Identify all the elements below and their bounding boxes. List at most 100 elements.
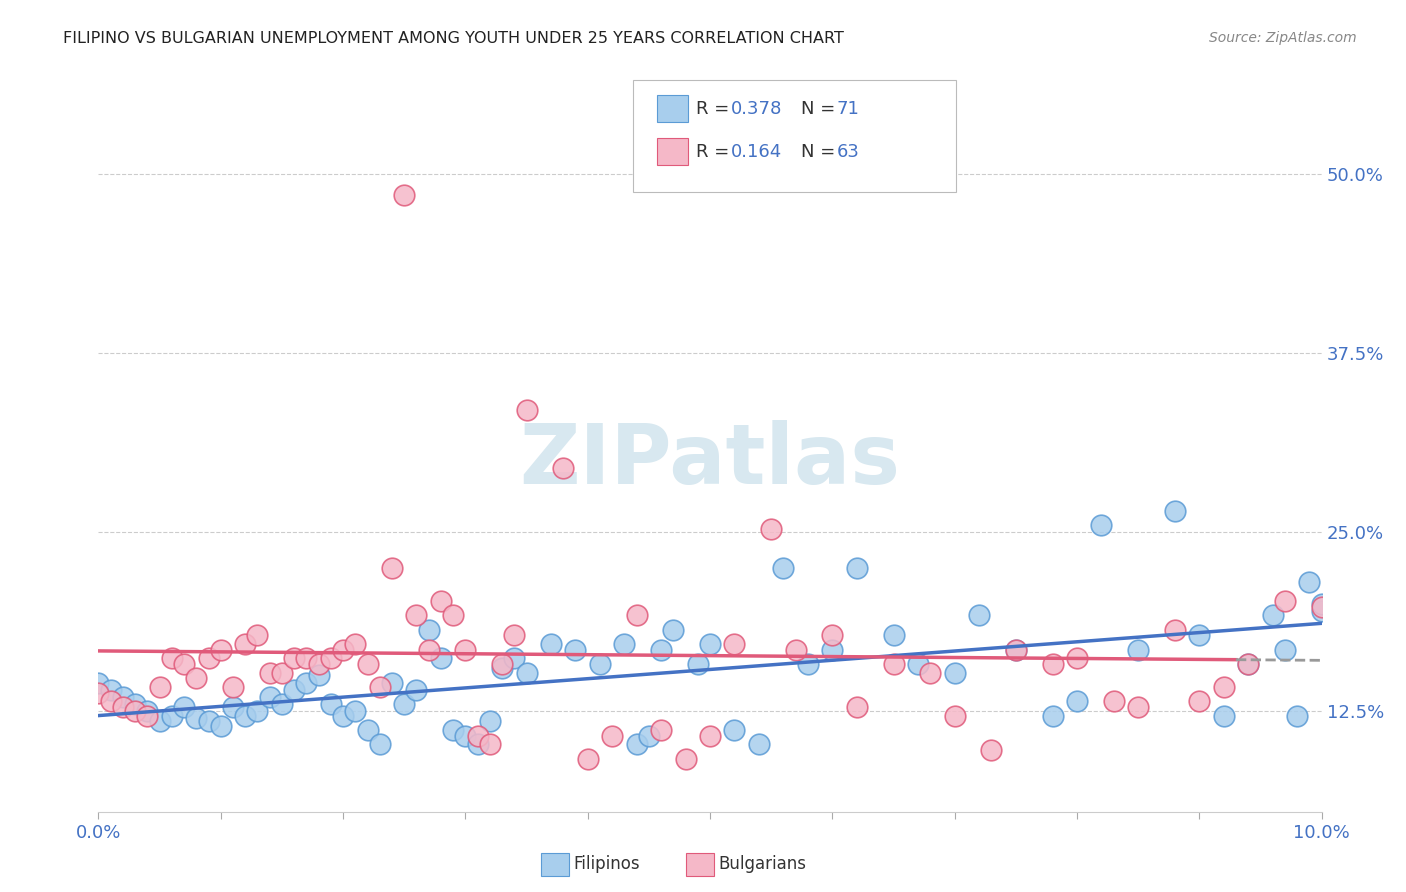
Point — [344, 637, 367, 651]
Point — [441, 723, 464, 737]
Point — [723, 637, 745, 651]
Point — [626, 737, 648, 751]
Text: 63: 63 — [837, 143, 859, 161]
Point — [405, 682, 427, 697]
Point — [491, 657, 513, 671]
Point — [503, 651, 526, 665]
Point — [111, 700, 134, 714]
Point — [516, 403, 538, 417]
Point — [723, 723, 745, 737]
Text: R =: R = — [696, 100, 735, 118]
Point — [883, 628, 905, 642]
Point — [1237, 657, 1260, 671]
Point — [186, 711, 208, 725]
Point — [295, 651, 318, 665]
Point — [613, 637, 636, 651]
Point — [1042, 657, 1064, 671]
Point — [785, 642, 807, 657]
Point — [454, 729, 477, 743]
Point — [246, 628, 269, 642]
Point — [491, 661, 513, 675]
Point — [283, 682, 305, 697]
Point — [1298, 575, 1320, 590]
Point — [441, 608, 464, 623]
Text: ZIPatlas: ZIPatlas — [520, 420, 900, 501]
Text: R =: R = — [696, 143, 735, 161]
Point — [197, 651, 219, 665]
Point — [686, 657, 709, 671]
Point — [173, 700, 195, 714]
Point — [1286, 708, 1309, 723]
Point — [454, 642, 477, 657]
Point — [233, 637, 256, 651]
Point — [356, 723, 378, 737]
Point — [600, 729, 623, 743]
Point — [1004, 642, 1026, 657]
Text: Filipinos: Filipinos — [574, 855, 640, 873]
Point — [259, 665, 281, 680]
Point — [270, 697, 292, 711]
Point — [209, 719, 232, 733]
Point — [626, 608, 648, 623]
Point — [943, 708, 966, 723]
Point — [1274, 642, 1296, 657]
Point — [650, 642, 672, 657]
Point — [392, 697, 416, 711]
Point — [100, 694, 122, 708]
Point — [308, 668, 330, 682]
Point — [381, 675, 404, 690]
Point — [197, 714, 219, 729]
Point — [1102, 694, 1125, 708]
Point — [186, 671, 208, 685]
Point — [943, 665, 966, 680]
Point — [1212, 680, 1234, 694]
Point — [173, 657, 195, 671]
Point — [87, 675, 110, 690]
Point — [418, 642, 440, 657]
Point — [222, 680, 245, 694]
Point — [797, 657, 820, 671]
Point — [907, 657, 929, 671]
Point — [1128, 700, 1150, 714]
Point — [503, 628, 526, 642]
Point — [160, 708, 183, 723]
Point — [283, 651, 305, 665]
Point — [332, 708, 354, 723]
Point — [405, 608, 427, 623]
Point — [356, 657, 378, 671]
Point — [381, 561, 404, 575]
Point — [430, 594, 453, 608]
Point — [319, 697, 342, 711]
Point — [160, 651, 183, 665]
Y-axis label: Unemployment Among Youth under 25 years: Unemployment Among Youth under 25 years — [0, 265, 7, 627]
Point — [1310, 599, 1333, 614]
Point — [319, 651, 342, 665]
Point — [553, 460, 575, 475]
Point — [637, 729, 661, 743]
Point — [748, 737, 770, 751]
Point — [124, 704, 146, 718]
Point — [675, 752, 697, 766]
Point — [920, 665, 942, 680]
Point — [209, 642, 232, 657]
Point — [418, 623, 440, 637]
Point — [967, 608, 990, 623]
Point — [259, 690, 281, 704]
Point — [467, 737, 489, 751]
Point — [368, 737, 391, 751]
Text: Source: ZipAtlas.com: Source: ZipAtlas.com — [1209, 31, 1357, 45]
Text: Bulgarians: Bulgarians — [718, 855, 807, 873]
Point — [540, 637, 562, 651]
Point — [136, 708, 159, 723]
Point — [87, 686, 110, 700]
Point — [246, 704, 269, 718]
Point — [845, 700, 868, 714]
Point — [270, 665, 292, 680]
Point — [845, 561, 868, 575]
Point — [1188, 694, 1211, 708]
Point — [295, 675, 318, 690]
Point — [1164, 623, 1187, 637]
Point — [662, 623, 685, 637]
Point — [368, 680, 391, 694]
Point — [589, 657, 612, 671]
